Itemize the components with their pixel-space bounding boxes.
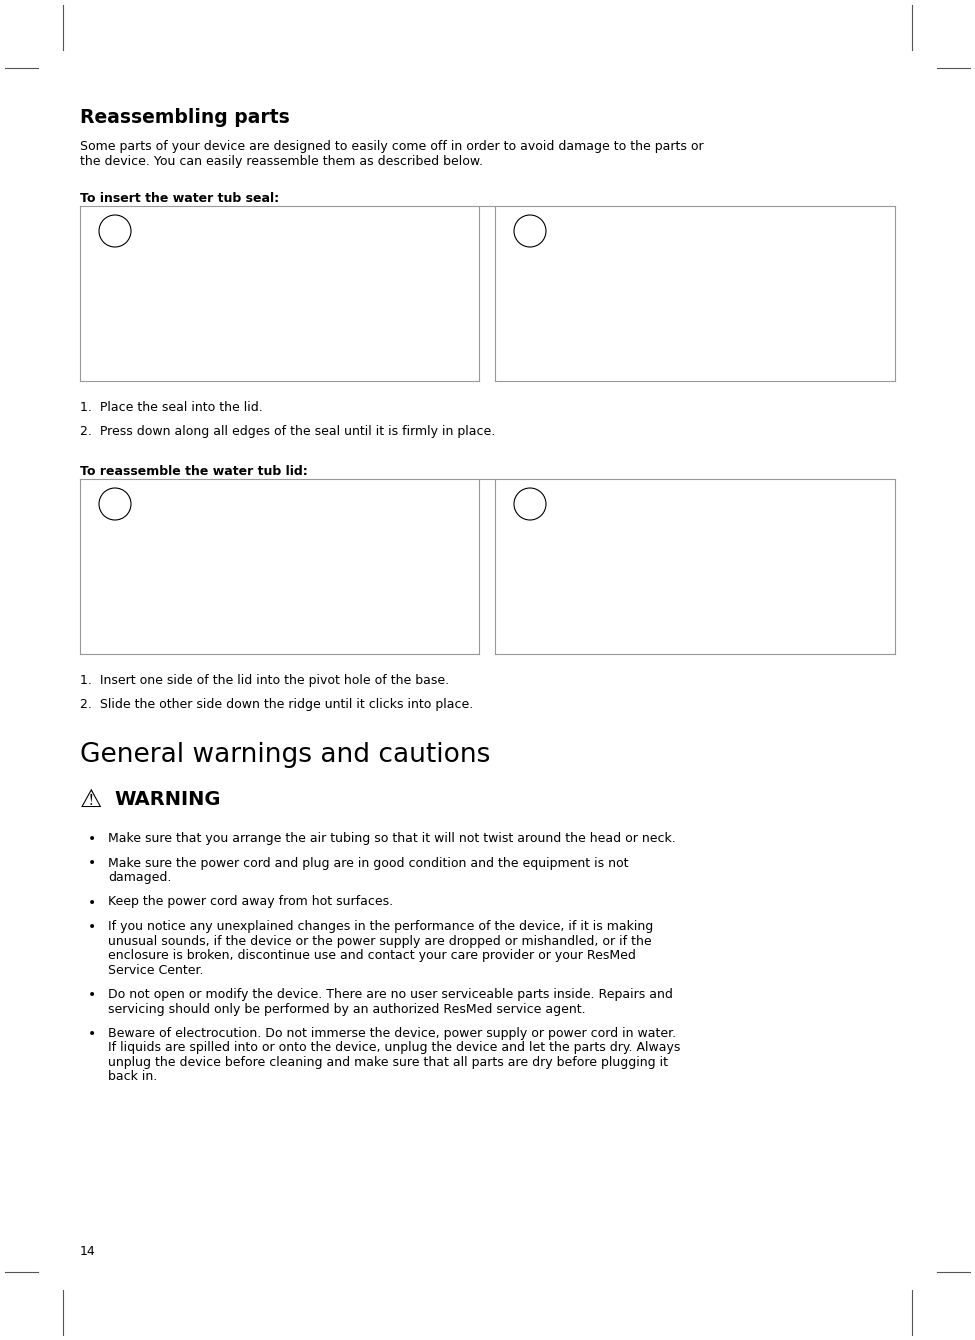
- Text: Some parts of your device are designed to easily come off in order to avoid dama: Some parts of your device are designed t…: [80, 139, 704, 168]
- Text: 1: 1: [111, 226, 119, 236]
- Text: Beware of electrocution. Do not immerse the device, power supply or power cord i: Beware of electrocution. Do not immerse …: [108, 1026, 676, 1040]
- Text: 2: 2: [526, 498, 533, 509]
- Text: WARNING: WARNING: [114, 791, 220, 809]
- Text: •: •: [88, 895, 97, 910]
- Text: 2: 2: [526, 226, 533, 236]
- Text: enclosure is broken, discontinue use and contact your care provider or your ResM: enclosure is broken, discontinue use and…: [108, 949, 636, 962]
- Circle shape: [99, 488, 131, 520]
- Text: back in.: back in.: [108, 1071, 157, 1084]
- Text: If you notice any unexplained changes in the performance of the device, if it is: If you notice any unexplained changes in…: [108, 921, 653, 933]
- Text: Keep the power cord away from hot surfaces.: Keep the power cord away from hot surfac…: [108, 895, 393, 909]
- Text: 2.  Press down along all edges of the seal until it is firmly in place.: 2. Press down along all edges of the sea…: [80, 425, 495, 438]
- Text: If liquids are spilled into or onto the device, unplug the device and let the pa: If liquids are spilled into or onto the …: [108, 1041, 681, 1055]
- Text: To insert the water tub seal:: To insert the water tub seal:: [80, 192, 279, 205]
- Text: •: •: [88, 921, 97, 934]
- Text: 1.  Place the seal into the lid.: 1. Place the seal into the lid.: [80, 401, 262, 414]
- Text: •: •: [88, 988, 97, 1002]
- Text: ⚠: ⚠: [80, 788, 102, 812]
- Text: •: •: [88, 1026, 97, 1041]
- Circle shape: [514, 214, 546, 247]
- Text: servicing should only be performed by an authorized ResMed service agent.: servicing should only be performed by an…: [108, 1002, 586, 1016]
- Text: 1: 1: [111, 498, 119, 509]
- Text: To reassemble the water tub lid:: To reassemble the water tub lid:: [80, 465, 308, 478]
- Text: damaged.: damaged.: [108, 871, 172, 884]
- Text: 2.  Slide the other side down the ridge until it clicks into place.: 2. Slide the other side down the ridge u…: [80, 698, 473, 712]
- Text: Do not open or modify the device. There are no user serviceable parts inside. Re: Do not open or modify the device. There …: [108, 988, 673, 1001]
- Text: Reassembling parts: Reassembling parts: [80, 109, 290, 127]
- Text: •: •: [88, 856, 97, 871]
- Text: •: •: [88, 832, 97, 846]
- Text: General warnings and cautions: General warnings and cautions: [80, 742, 490, 768]
- Text: Service Center.: Service Center.: [108, 963, 204, 977]
- Circle shape: [99, 214, 131, 247]
- Text: unplug the device before cleaning and make sure that all parts are dry before pl: unplug the device before cleaning and ma…: [108, 1056, 668, 1069]
- Circle shape: [514, 488, 546, 520]
- Text: 14: 14: [80, 1245, 96, 1258]
- Text: Make sure that you arrange the air tubing so that it will not twist around the h: Make sure that you arrange the air tubin…: [108, 832, 676, 846]
- Text: unusual sounds, if the device or the power supply are dropped or mishandled, or : unusual sounds, if the device or the pow…: [108, 934, 651, 947]
- Text: 1.  Insert one side of the lid into the pivot hole of the base.: 1. Insert one side of the lid into the p…: [80, 674, 449, 687]
- Text: Make sure the power cord and plug are in good condition and the equipment is not: Make sure the power cord and plug are in…: [108, 856, 629, 870]
